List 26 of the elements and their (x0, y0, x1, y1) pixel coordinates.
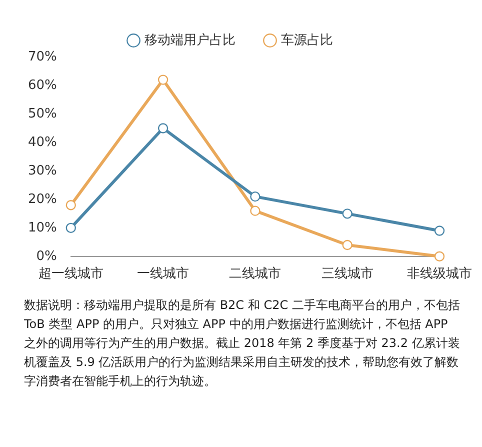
y-tick-label: 40% (28, 134, 57, 150)
point (250, 191, 260, 202)
point (66, 200, 76, 210)
legend-label: 移动端用户占比 (144, 32, 236, 48)
x-tick-label: 二线城市 (229, 266, 282, 282)
point (434, 251, 445, 262)
y-tick-label: 70% (28, 49, 57, 64)
x-tick-label: 超一线城市 (38, 266, 104, 282)
y-tick-label: 60% (28, 78, 57, 93)
point (434, 226, 445, 236)
y-tick-label: 20% (28, 192, 57, 207)
point (158, 123, 168, 134)
x-tick-label: 三线城市 (321, 266, 374, 282)
text: 数据说明：移动端用户提取的是所有 B2C 和 C2C 二手车电商平台的用户，不包括 ToB 类型 APP 的用户。只对独立 APP 中的用户数据进行监测统计，不包括 APP 之外的调用等行为产生的用户数据。截止 2018 年第 2 季度基于对 23.2 亿累计装机覆盖及 5.9 亿活跃用户的行为监测结果采用自主研发的技术，帮助您有效了解数字消费者在智能手机上的行为轨迹。 (24, 297, 460, 390)
point (342, 240, 352, 250)
y-tick-label: 30% (28, 163, 57, 178)
x-tick-label: 非线级城市 (407, 266, 472, 282)
point (250, 206, 260, 216)
x-tick-label: 一线城市 (137, 266, 190, 282)
y-tick-label: 50% (28, 106, 57, 122)
point (342, 208, 352, 219)
legend-label: 车源占比 (281, 32, 333, 48)
point (158, 74, 168, 85)
y-tick-label: 10% (28, 220, 57, 236)
point (66, 222, 76, 234)
y-tick-label: 0% (36, 248, 57, 264)
